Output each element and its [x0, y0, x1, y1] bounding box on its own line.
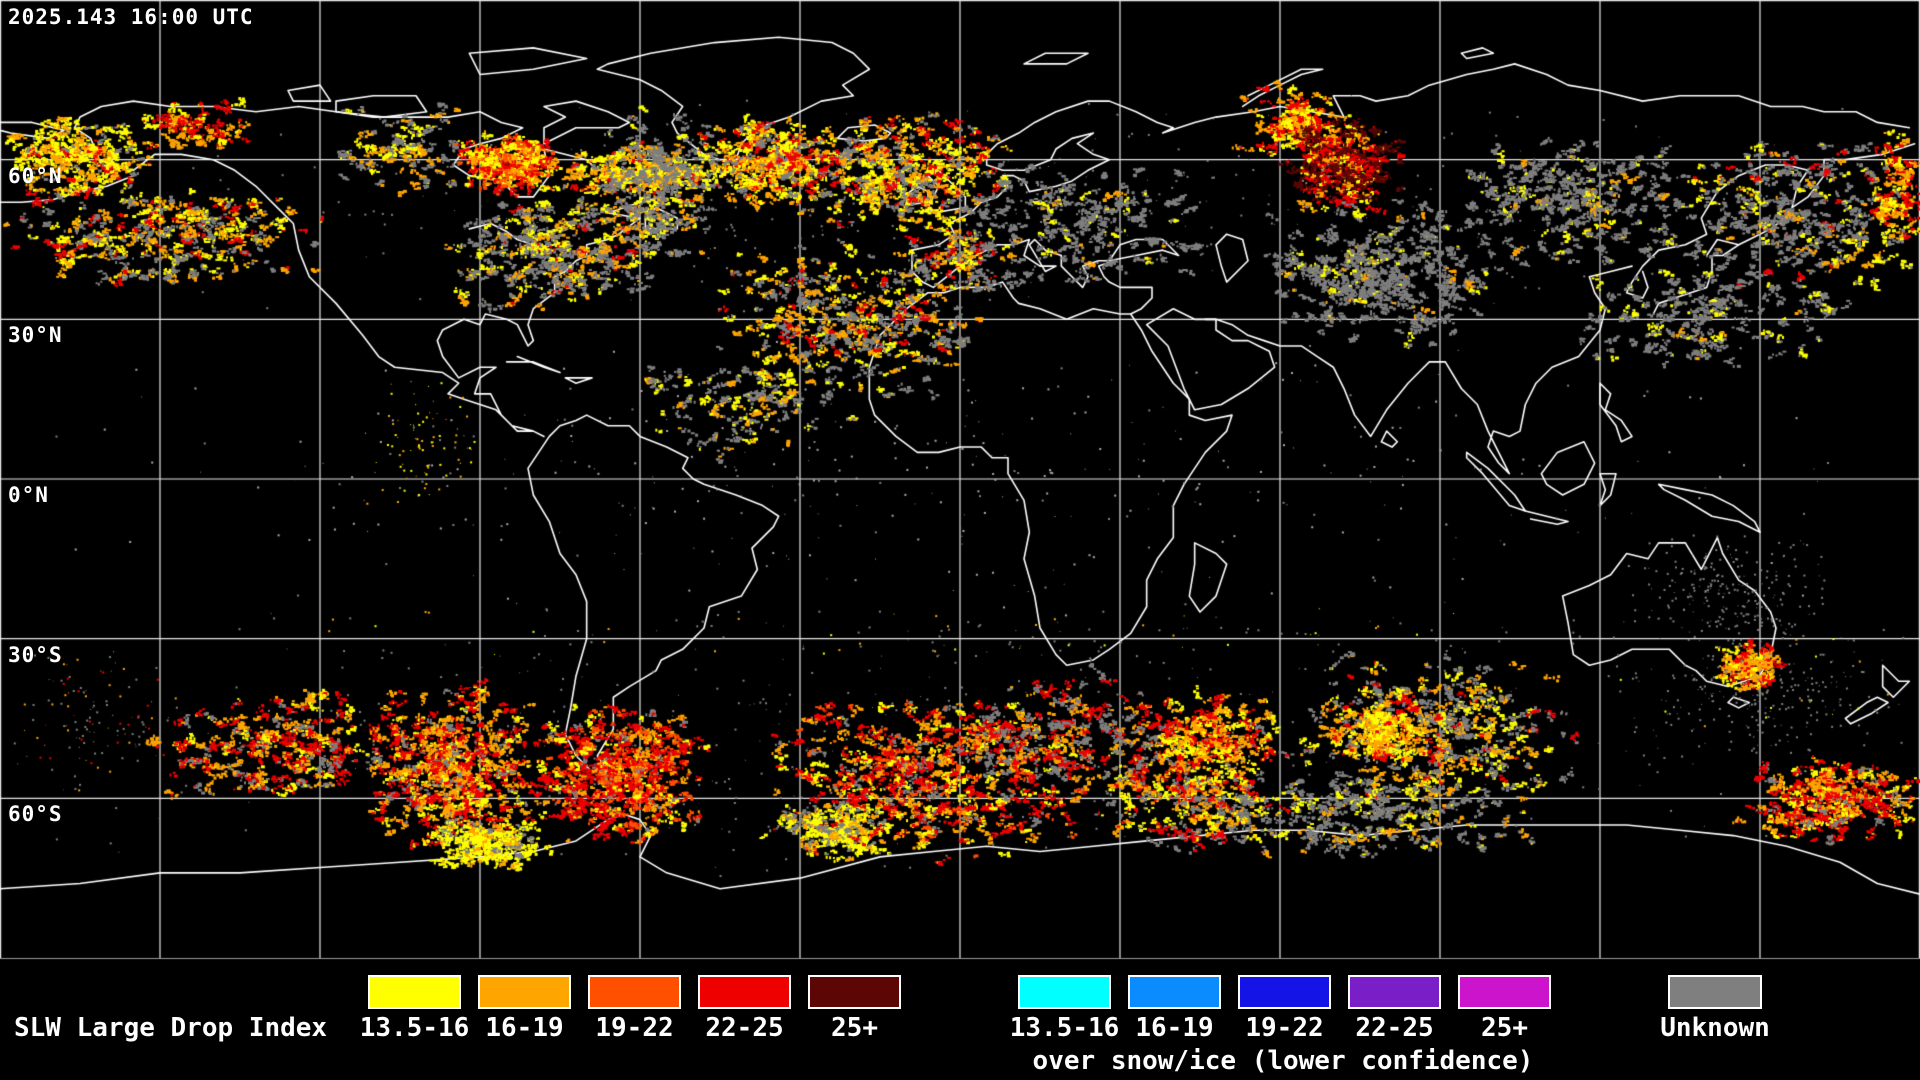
- lat-label-0n: 0°N: [8, 483, 49, 507]
- standard-swatch-0: [368, 975, 461, 1009]
- standard-range-label-0: 13.5-16: [359, 1013, 470, 1043]
- unknown-swatch: [1668, 975, 1762, 1009]
- standard-range-label-1: 16-19: [485, 1013, 564, 1043]
- standard-swatch-1: [478, 975, 571, 1009]
- lat-label-60s: 60°S: [8, 802, 63, 827]
- standard-range-label-2: 19-22: [595, 1013, 674, 1043]
- timestamp: 2025.143 16:00 UTC: [8, 5, 254, 29]
- standard-swatch-4: [808, 975, 901, 1009]
- lat-label-30s: 30°S: [8, 642, 63, 667]
- snowice-range-label-1: 16-19: [1135, 1013, 1214, 1043]
- snowice-range-label-2: 19-22: [1245, 1013, 1324, 1043]
- standard-swatch-2: [588, 975, 681, 1009]
- snowice-swatch-3: [1348, 975, 1441, 1009]
- standard-swatch-3: [698, 975, 791, 1009]
- standard-range-label-4: 25+: [831, 1013, 878, 1043]
- legend-snowice-caption: over snow/ice (lower confidence): [1032, 1046, 1534, 1076]
- unknown-label: Unknown: [1660, 1013, 1770, 1043]
- snowice-swatch-2: [1238, 975, 1331, 1009]
- legend-title: SLW Large Drop Index: [14, 1013, 328, 1043]
- snowice-range-label-4: 25+: [1481, 1013, 1528, 1043]
- lat-label-30n: 30°N: [8, 323, 63, 348]
- snowice-range-label-0: 13.5-16: [1009, 1013, 1120, 1043]
- snowice-range-label-3: 22-25: [1355, 1013, 1434, 1043]
- snowice-swatch-0: [1018, 975, 1111, 1009]
- snowice-swatch-4: [1458, 975, 1551, 1009]
- standard-range-label-3: 22-25: [705, 1013, 784, 1043]
- lat-label-60n: 60°N: [8, 163, 63, 188]
- snowice-swatch-1: [1128, 975, 1221, 1009]
